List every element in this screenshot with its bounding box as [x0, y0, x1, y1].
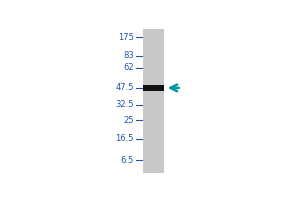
Text: 83: 83 [123, 51, 134, 60]
Text: 25: 25 [124, 116, 134, 125]
Text: 47.5: 47.5 [116, 83, 134, 92]
Bar [143, 85, 164, 91]
Text: 175: 175 [118, 33, 134, 42]
Text: 62: 62 [123, 63, 134, 72]
Text: 6.5: 6.5 [121, 156, 134, 165]
Text: 32.5: 32.5 [116, 100, 134, 109]
Bar [143, 29, 164, 173]
Text: 16.5: 16.5 [116, 134, 134, 143]
